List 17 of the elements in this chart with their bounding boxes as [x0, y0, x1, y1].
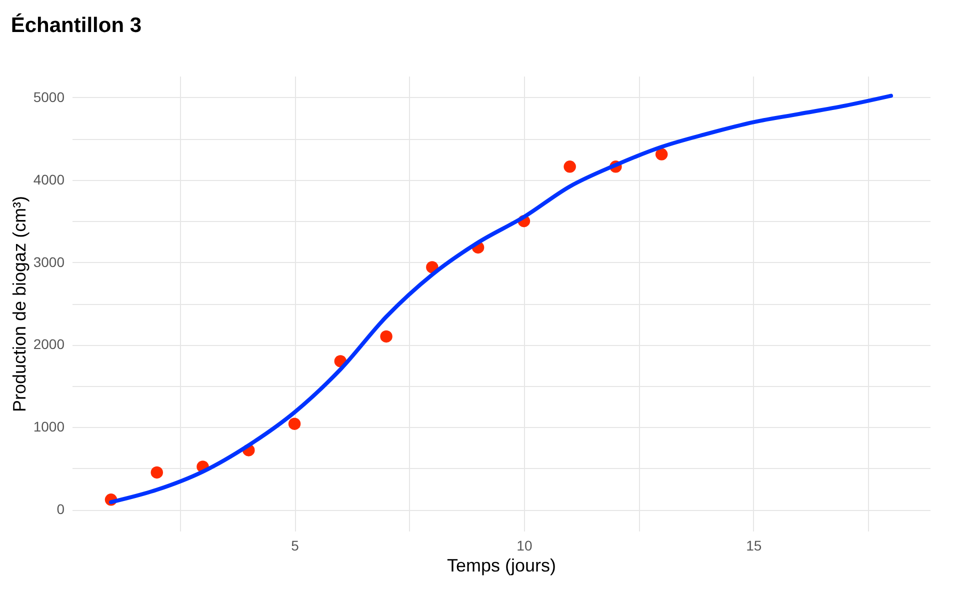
y-tick-label: 0 — [56, 501, 65, 518]
chart-title: Échantillon 3 — [10, 13, 142, 37]
point — [288, 418, 301, 430]
y-axis-title: Production de biogaz (cm³) — [9, 196, 30, 412]
y-tick-label: 4000 — [33, 171, 65, 188]
x-tick-label: 15 — [746, 538, 762, 554]
point — [655, 148, 668, 160]
x-axis-title: Temps (jours) — [446, 556, 556, 576]
y-tick-label: 1000 — [33, 418, 65, 435]
y-tick-label: 5000 — [33, 88, 65, 105]
point — [380, 330, 392, 343]
y-tick-label: 2000 — [33, 336, 65, 352]
y-tick-label: 3000 — [33, 254, 65, 270]
x-tick-label: 10 — [516, 538, 532, 554]
x-tick-label: 5 — [291, 538, 300, 554]
point — [150, 466, 164, 479]
point — [564, 160, 576, 173]
